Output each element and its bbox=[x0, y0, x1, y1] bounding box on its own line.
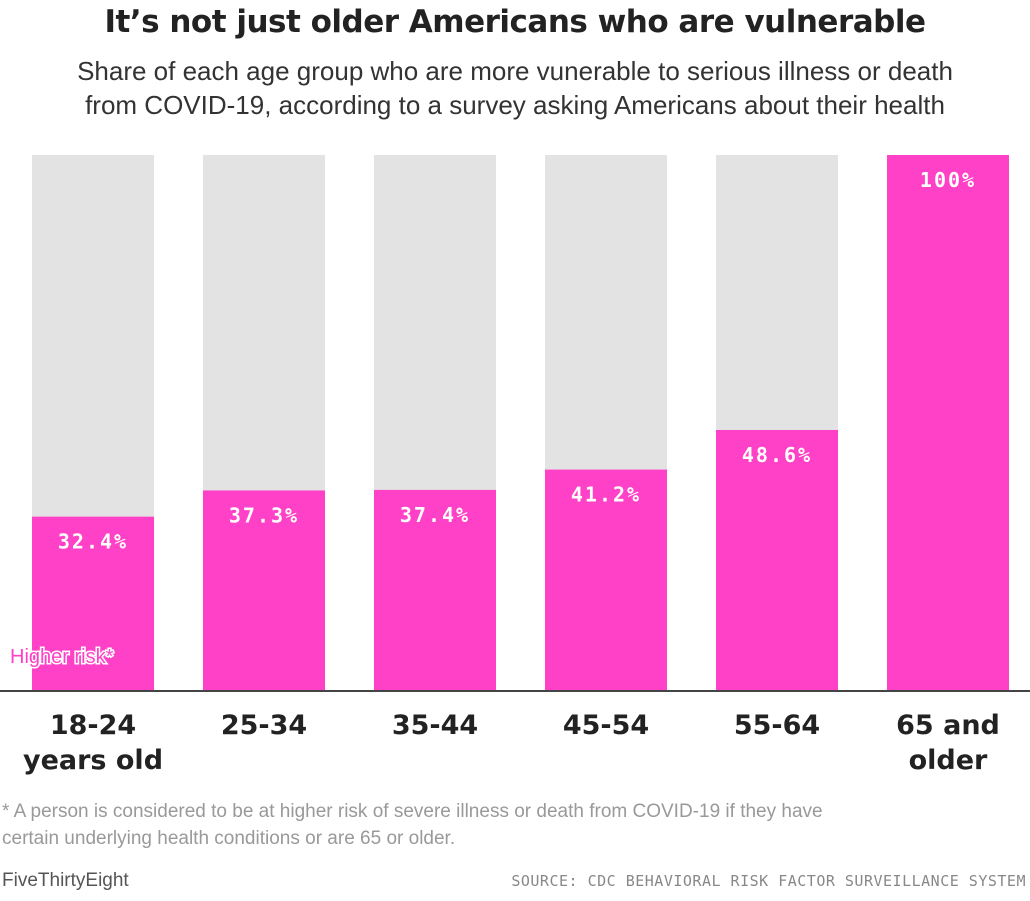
category-label-line: 65 and bbox=[896, 710, 1000, 741]
category-label-line: 18-24 bbox=[50, 710, 136, 741]
value-bar-1 bbox=[203, 490, 325, 690]
value-bar-2 bbox=[374, 489, 496, 690]
chart-title: It’s not just older Americans who are vu… bbox=[104, 4, 926, 40]
value-label-1: 37.3% bbox=[229, 503, 299, 527]
category-label-4: 55-64 bbox=[734, 710, 820, 741]
category-label-line: 45-54 bbox=[563, 710, 649, 741]
footnote-line-2: certain underlying health conditions or … bbox=[2, 828, 456, 849]
subtitle-line-2: from COVID-19, according to a survey ask… bbox=[85, 90, 945, 120]
category-label-1: 25-34 bbox=[221, 710, 307, 741]
value-bar-3 bbox=[545, 469, 667, 690]
subtitle-line-1: Share of each age group who are more vun… bbox=[77, 56, 953, 86]
value-label-4: 48.6% bbox=[742, 443, 812, 467]
chart-subtitle: Share of each age group who are more vun… bbox=[0, 54, 1030, 122]
value-bar-5 bbox=[887, 155, 1009, 690]
value-label-3: 41.2% bbox=[571, 483, 641, 507]
value-bar-0 bbox=[32, 516, 154, 690]
category-label-line: older bbox=[909, 745, 988, 776]
value-bar-4 bbox=[716, 429, 838, 690]
category-label-5: 65 and older bbox=[896, 710, 1000, 776]
source-credit: SOURCE: CDC BEHAVIORAL RISK FACTOR SURVE… bbox=[511, 872, 1026, 890]
category-label-2: 35-44 bbox=[392, 710, 478, 741]
category-label-line: 25-34 bbox=[221, 710, 307, 741]
category-label-line: years old bbox=[23, 745, 163, 776]
category-label-line: 35-44 bbox=[392, 710, 478, 741]
value-label-2: 37.4% bbox=[400, 503, 470, 527]
category-label-0: 18-24 years old bbox=[23, 710, 163, 776]
category-label-line: 55-64 bbox=[734, 710, 820, 741]
brand-credit: FiveThirtyEight bbox=[2, 870, 129, 891]
footnote: * A person is considered to be at higher… bbox=[2, 798, 1012, 852]
value-label-5: 100% bbox=[920, 168, 976, 192]
footnote-line-1: * A person is considered to be at higher… bbox=[2, 801, 823, 822]
value-label-0: 32.4% bbox=[58, 530, 128, 554]
category-label-3: 45-54 bbox=[563, 710, 649, 741]
bar-chart: 32.4% 18-24 years old 37.3% 25-34 37.4% 35-44 4… bbox=[0, 155, 1030, 776]
series-label: Higher risk* bbox=[10, 646, 114, 668]
